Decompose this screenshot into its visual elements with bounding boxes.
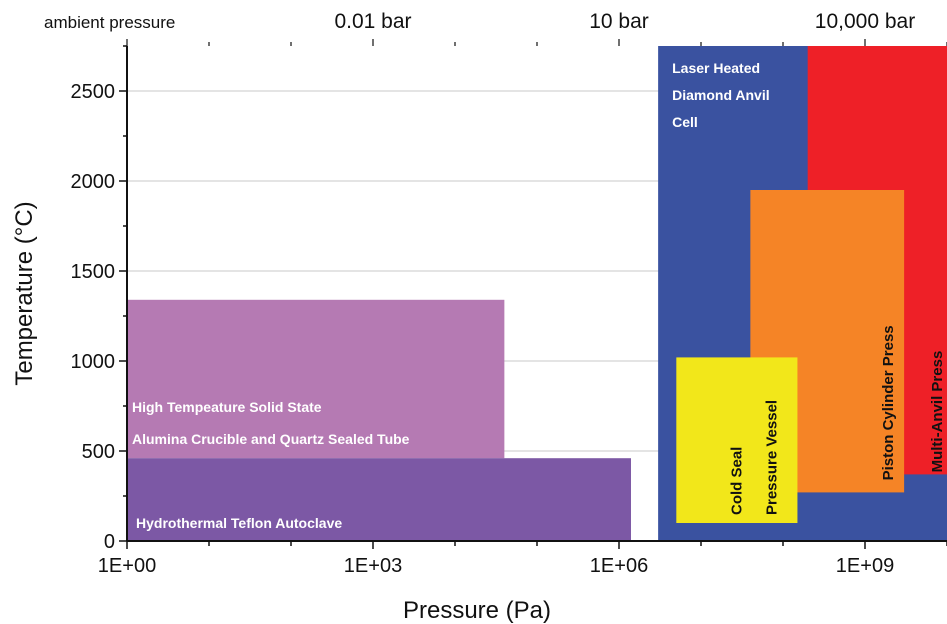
top-axis-label: 10 bar [589,10,649,33]
x-tick-label: 1E+00 [98,555,156,577]
axes: 0 500 1000 1500 2000 2500 1E+00 1E+03 1E+06 1E+09… [44,10,947,577]
region-label: Cold Seal [728,447,745,515]
region-label: High Tempeature Solid State [132,399,322,415]
region-bar [127,458,631,541]
y-tick-label: 2000 [71,171,116,193]
y-tick-label: 500 [82,441,115,463]
x-tick-label: 1E+03 [344,555,402,577]
x-tick-label: 1E+06 [590,555,648,577]
region-label: Pressure Vessel [763,400,780,515]
region-label: Piston Cylinder Press [880,325,897,480]
region-bar [676,357,798,523]
region-label: Diamond Anvil [672,87,770,103]
region-labels: Laser Heated Diamond Anvil Cell Multi-Anvil… [132,60,946,531]
y-tick-label: 2500 [71,81,116,103]
x-axis-title: Pressure (Pa) [403,597,551,624]
x-tick-label: 1E+09 [836,555,894,577]
regions [127,46,947,541]
y-tick-label: 1000 [71,351,116,373]
region-label: Multi-Anvil Press [929,351,946,473]
top-axis-label: 0.01 bar [334,10,411,33]
top-axis-label: ambient pressure [44,13,175,32]
region-label: Alumina Crucible and Quartz Sealed Tube [132,431,410,447]
region-bar [127,299,505,459]
top-axis-label: 10,000 bar [815,10,915,33]
y-tick-label: 1500 [71,261,116,283]
y-tick-label: 0 [104,531,115,553]
region-label: Laser Heated [672,60,760,76]
region-label: Cell [672,114,698,130]
y-axis-title: Temperature (°C) [11,201,38,385]
region-label: Hydrothermal Teflon Autoclave [136,515,342,531]
